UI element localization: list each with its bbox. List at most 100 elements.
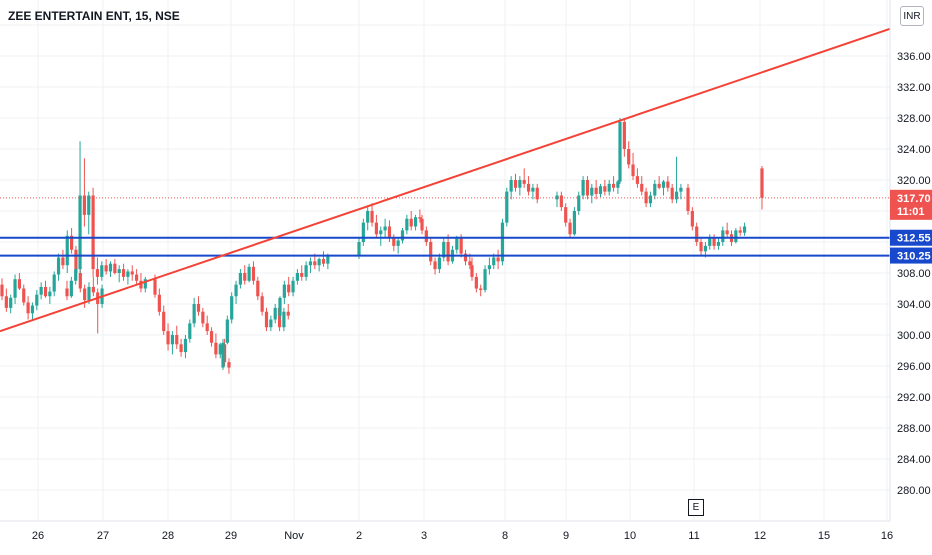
candle-body — [555, 195, 559, 200]
candle-body — [474, 276, 478, 289]
candle-body — [264, 311, 269, 328]
candle-body — [361, 222, 365, 242]
candle-body — [74, 269, 78, 281]
candle-body — [282, 311, 286, 328]
candle-body — [225, 319, 229, 343]
candle-body — [143, 279, 147, 289]
candle-body — [487, 265, 491, 270]
candle-body — [78, 195, 82, 270]
candle-body — [500, 222, 505, 262]
candle-body — [201, 311, 205, 324]
candle-body — [221, 342, 225, 368]
candle-body — [379, 230, 383, 235]
candle-body — [223, 344, 227, 363]
candle-body — [581, 180, 585, 196]
candle-body — [616, 181, 620, 188]
candle-body — [313, 261, 317, 266]
candle-body — [39, 286, 43, 295]
candle-body — [455, 238, 459, 250]
candle-body — [65, 288, 69, 297]
candle-body — [170, 335, 174, 345]
candle-body — [287, 284, 291, 293]
candle-body — [413, 217, 418, 227]
time-tick-label: 12 — [754, 530, 766, 542]
candle-body — [568, 222, 572, 235]
candle-body — [22, 288, 26, 303]
candle-body — [227, 362, 231, 368]
candle-body — [218, 344, 222, 355]
price-tick-label: 300.00 — [897, 330, 931, 342]
price-tick-label: 296.00 — [897, 361, 931, 373]
time-tick-label: 10 — [624, 530, 636, 542]
candle-body — [104, 265, 108, 272]
candle-body — [286, 311, 290, 316]
candle-body — [598, 186, 603, 194]
price-tick-label: 284.00 — [897, 454, 931, 466]
candle-body — [87, 286, 91, 301]
candle-body — [708, 238, 712, 246]
candle-body — [179, 344, 183, 353]
candle-body — [269, 319, 273, 328]
price-tick-label: 280.00 — [897, 485, 931, 497]
time-tick-label: 3 — [421, 530, 427, 542]
price-tick-label: 324.00 — [897, 144, 931, 156]
candle-body — [260, 296, 264, 312]
price-tick-label: 332.00 — [897, 82, 931, 94]
candle-body — [496, 257, 500, 262]
candle-body — [492, 257, 496, 266]
time-tick-label: 2 — [356, 530, 362, 542]
candle-body — [442, 242, 446, 258]
candle-body — [577, 195, 581, 211]
candle-body — [716, 242, 721, 246]
candle-body — [175, 335, 179, 345]
earnings-marker[interactable]: E — [688, 499, 704, 516]
candle-body — [234, 284, 238, 297]
currency-button[interactable]: INR — [900, 6, 924, 26]
candle-body — [674, 191, 679, 200]
candle-body — [17, 279, 21, 289]
candle-body — [308, 261, 313, 266]
candle-body — [392, 238, 396, 246]
candle-body — [282, 284, 286, 298]
candle-body — [26, 302, 30, 314]
time-tick-label: 28 — [162, 530, 174, 542]
time-tick-label: 15 — [818, 530, 830, 542]
drawings — [0, 27, 891, 333]
price-tick-label: 336.00 — [897, 51, 931, 63]
candle-body — [295, 273, 299, 281]
time-axis[interactable]: 26 27 28 29 Nov 2 3 8 9 10 11 12 15 16 — [0, 520, 893, 542]
candle-body — [30, 305, 35, 314]
candle-body — [526, 183, 531, 192]
candle-body — [108, 263, 113, 272]
candle-body — [383, 226, 387, 231]
price-tick-label: 328.00 — [897, 113, 931, 125]
candle-body — [622, 121, 626, 149]
candle-body — [139, 280, 143, 289]
candle-body — [721, 230, 725, 242]
candle-body — [433, 261, 437, 270]
price-tick-label: 308.00 — [897, 268, 931, 280]
candle-body — [666, 181, 670, 188]
candle-body — [405, 218, 409, 231]
candle-body — [238, 273, 242, 285]
candle-body — [590, 187, 594, 196]
candle-body — [594, 187, 598, 194]
time-tick-label: 26 — [32, 530, 44, 542]
candle-body — [695, 226, 699, 242]
price-axis[interactable]: 336.00 332.00 328.00 324.00 320.00 308.00 304.… — [889, 0, 931, 521]
candlestick-series — [0, 118, 764, 374]
candle-body — [631, 164, 635, 177]
candle-body — [74, 249, 78, 273]
candle-body — [357, 242, 361, 256]
last-price-tag — [890, 189, 932, 220]
price-tick-label: 292.00 — [897, 392, 931, 404]
candle-body — [648, 195, 653, 204]
candle-body — [87, 195, 91, 215]
candle-body — [91, 286, 95, 293]
candle-body — [686, 187, 690, 211]
candle-body — [640, 183, 644, 192]
time-tick-label: 8 — [502, 530, 508, 542]
candle-body — [635, 176, 639, 184]
